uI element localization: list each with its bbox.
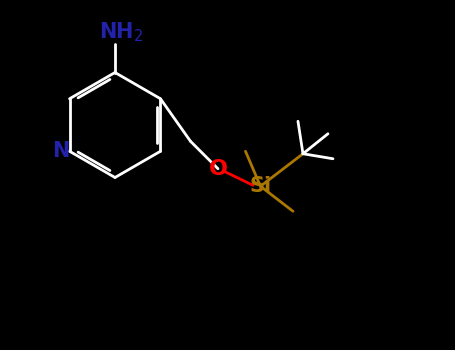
Text: O: O <box>208 159 228 179</box>
Text: N: N <box>52 141 69 161</box>
Text: NH$_2$: NH$_2$ <box>99 21 143 44</box>
Text: Si: Si <box>249 176 272 196</box>
